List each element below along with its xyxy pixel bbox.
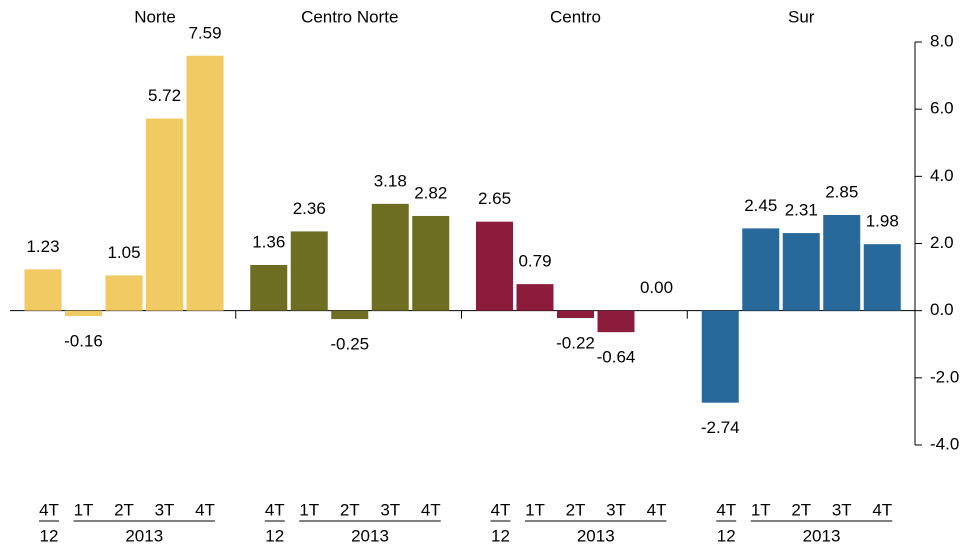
value-label: 2.45: [744, 196, 777, 215]
group-title: Centro Norte: [301, 7, 398, 26]
x-tick-label: 1T: [299, 500, 319, 519]
value-label: 0.79: [518, 252, 551, 271]
group-title: Sur: [788, 7, 815, 26]
bar: [782, 233, 820, 311]
bar: [186, 55, 224, 311]
bar: [146, 118, 183, 311]
bar: [557, 310, 594, 319]
bar: [516, 284, 554, 311]
x-year-label: 12: [265, 526, 284, 545]
bar: [597, 310, 635, 333]
y-tick-label: 2.0: [930, 233, 954, 252]
value-label: -0.25: [330, 335, 369, 354]
value-label: 1.36: [252, 232, 285, 251]
bar: [331, 310, 369, 320]
bar: [742, 228, 780, 311]
x-tick-label: 3T: [380, 500, 400, 519]
x-tick-label: 4T: [647, 500, 667, 519]
y-tick-label: -2.0: [930, 367, 959, 386]
bar: [250, 264, 288, 311]
value-label: 1.98: [866, 212, 899, 231]
x-tick-label: 3T: [832, 500, 852, 519]
x-year-label: 12: [491, 526, 510, 545]
x-tick-label: 2T: [566, 500, 586, 519]
x-year-label: 12: [40, 526, 59, 545]
bar: [701, 310, 739, 403]
x-tick-label: 4T: [421, 500, 441, 519]
x-tick-label: 4T: [39, 500, 59, 519]
value-label: 1.05: [107, 243, 140, 262]
x-year-label: 2013: [351, 526, 389, 545]
x-tick-label: 4T: [265, 500, 285, 519]
bar: [65, 310, 102, 317]
x-tick-label: 2T: [114, 500, 134, 519]
value-label: -2.74: [701, 418, 740, 437]
value-label: 2.82: [414, 183, 447, 202]
value-label: 1.23: [26, 237, 59, 256]
group-title: Centro: [550, 7, 601, 26]
x-year-label: 2013: [125, 526, 163, 545]
value-label: -0.64: [597, 348, 636, 367]
x-tick-label: 1T: [525, 500, 545, 519]
x-tick-label: 1T: [74, 500, 94, 519]
x-year-label: 2013: [803, 526, 841, 545]
bar: [371, 203, 409, 311]
value-label: 5.72: [148, 86, 181, 105]
x-tick-label: 3T: [606, 500, 626, 519]
x-tick-label: 4T: [872, 500, 892, 519]
bar: [24, 269, 62, 311]
x-tick-label: 4T: [716, 500, 736, 519]
x-tick-label: 4T: [195, 500, 215, 519]
value-label: 0.00: [640, 278, 673, 297]
x-year-label: 2013: [577, 526, 615, 545]
x-tick-label: 3T: [155, 500, 175, 519]
group-title: Norte: [134, 7, 176, 26]
y-tick-label: 6.0: [930, 99, 954, 118]
bar: [476, 221, 513, 311]
x-year-label: 12: [717, 526, 736, 545]
bar: [105, 275, 143, 311]
bar: [863, 244, 901, 311]
bar: [412, 215, 450, 311]
value-label: 2.36: [293, 199, 326, 218]
value-label: 2.85: [825, 182, 858, 201]
value-label: -0.16: [64, 332, 103, 351]
y-tick-label: 4.0: [930, 166, 954, 185]
value-label: 7.59: [188, 23, 221, 42]
y-tick-label: -4.0: [930, 434, 959, 453]
x-tick-label: 2T: [791, 500, 811, 519]
value-label: 2.31: [785, 201, 818, 220]
y-tick-label: 8.0: [930, 31, 954, 50]
value-label: 3.18: [374, 171, 407, 190]
bar: [823, 214, 861, 311]
value-label: 2.65: [478, 189, 511, 208]
x-tick-label: 2T: [340, 500, 360, 519]
bar: [290, 231, 328, 311]
x-tick-label: 4T: [491, 500, 511, 519]
value-label: -0.22: [556, 334, 595, 353]
x-tick-label: 1T: [751, 500, 771, 519]
y-tick-label: 0.0: [930, 300, 954, 319]
